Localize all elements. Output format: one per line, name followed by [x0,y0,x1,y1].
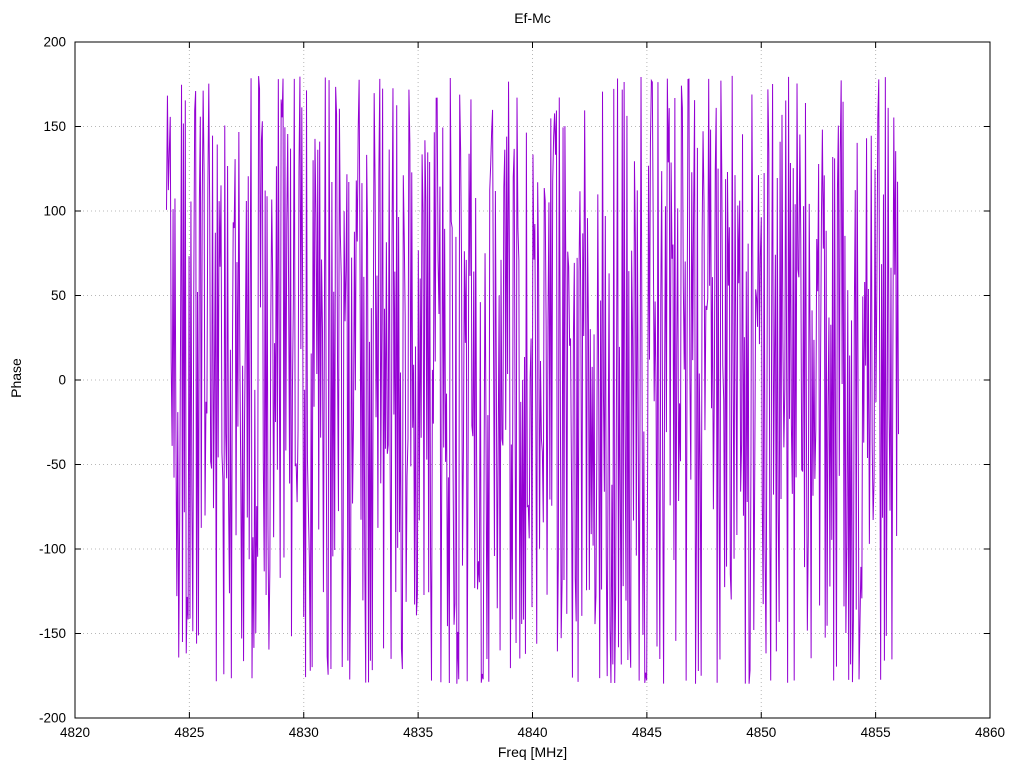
x-tick-label: 4830 [289,725,319,740]
y-tick-label: 50 [51,288,66,303]
y-tick-label: 200 [43,35,66,50]
y-tick-label: 150 [43,119,66,134]
x-tick-label: 4825 [174,725,204,740]
series-line-phase [166,75,899,684]
x-tick-label: 4850 [746,725,776,740]
y-tick-label: 0 [58,373,66,388]
x-tick-label: 4840 [517,725,547,740]
tick-labels: 4820 4825 4830 4835 4840 4845 4850 4855 4860 -200… [39,35,1005,741]
y-tick-label: -150 [39,626,66,641]
x-tick-label: 4855 [861,725,891,740]
y-tick-label: -100 [39,542,66,557]
x-tick-label: 4835 [403,725,433,740]
y-axis-label: Phase [8,358,24,398]
y-tick-label: -50 [46,457,66,472]
x-tick-label: 4820 [60,725,90,740]
tick-marks [74,41,991,719]
y-tick-label: -200 [39,711,66,726]
x-axis-label: Freq [MHz] [497,744,568,760]
chart-title: Ef-Mc [514,10,551,26]
y-tick-label: 100 [43,204,66,219]
x-tick-label: 4845 [632,725,662,740]
x-tick-label: 4860 [975,725,1005,740]
